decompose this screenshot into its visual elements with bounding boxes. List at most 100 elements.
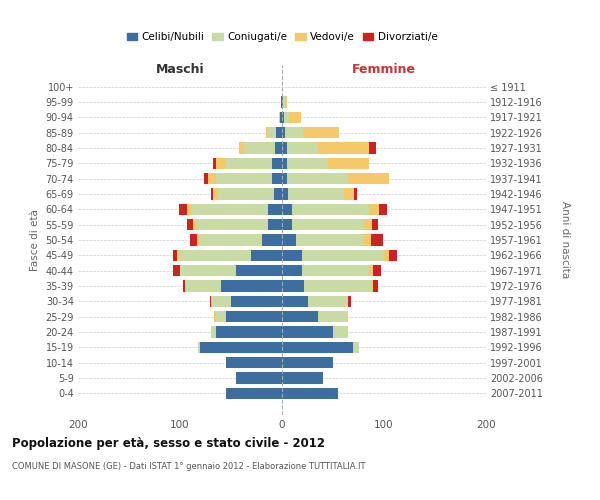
- Bar: [212, 158, 282, 169]
- Bar: [282, 296, 349, 307]
- Bar: [282, 219, 292, 230]
- Bar: [226, 357, 282, 368]
- Bar: [226, 158, 282, 169]
- Bar: [282, 204, 379, 215]
- Bar: [226, 388, 282, 399]
- Bar: [266, 127, 282, 138]
- Bar: [193, 219, 282, 230]
- Bar: [239, 142, 282, 154]
- Bar: [262, 234, 282, 246]
- Bar: [211, 326, 282, 338]
- Bar: [282, 234, 383, 246]
- Bar: [266, 127, 282, 138]
- Bar: [226, 311, 282, 322]
- Bar: [236, 372, 282, 384]
- Bar: [268, 127, 282, 138]
- Bar: [282, 372, 323, 384]
- Bar: [187, 204, 282, 215]
- Bar: [282, 234, 296, 246]
- Bar: [282, 342, 359, 353]
- Bar: [282, 96, 287, 108]
- Bar: [282, 127, 285, 138]
- Bar: [282, 188, 288, 200]
- Bar: [282, 342, 359, 353]
- Bar: [282, 326, 349, 338]
- Bar: [282, 296, 352, 307]
- Bar: [236, 372, 282, 384]
- Bar: [236, 372, 282, 384]
- Bar: [282, 311, 349, 322]
- Bar: [226, 388, 282, 399]
- Bar: [208, 173, 282, 184]
- Bar: [282, 296, 308, 307]
- Bar: [276, 127, 282, 138]
- Bar: [282, 265, 302, 276]
- Text: Femmine: Femmine: [352, 63, 416, 76]
- Bar: [211, 296, 282, 307]
- Bar: [226, 357, 282, 368]
- Bar: [282, 372, 323, 384]
- Bar: [281, 96, 282, 108]
- Bar: [179, 204, 282, 215]
- Bar: [281, 96, 282, 108]
- Y-axis label: Anni di nascita: Anni di nascita: [560, 202, 570, 278]
- Bar: [282, 204, 387, 215]
- Bar: [282, 127, 339, 138]
- Bar: [282, 188, 355, 200]
- Bar: [214, 311, 282, 322]
- Bar: [282, 96, 285, 108]
- Bar: [272, 158, 282, 169]
- Bar: [281, 96, 282, 108]
- Bar: [221, 280, 282, 292]
- Bar: [205, 173, 282, 184]
- Bar: [279, 112, 282, 123]
- Bar: [180, 265, 282, 276]
- Bar: [282, 250, 397, 261]
- Bar: [177, 250, 282, 261]
- Bar: [282, 158, 369, 169]
- Bar: [282, 96, 283, 108]
- Y-axis label: Fasce di età: Fasce di età: [30, 209, 40, 271]
- Bar: [216, 158, 282, 169]
- Bar: [282, 173, 389, 184]
- Bar: [226, 388, 282, 399]
- Bar: [282, 280, 371, 292]
- Bar: [282, 280, 378, 292]
- Bar: [282, 219, 378, 230]
- Bar: [282, 158, 287, 169]
- Text: Popolazione per età, sesso e stato civile - 2012: Popolazione per età, sesso e stato civil…: [12, 438, 325, 450]
- Bar: [196, 219, 282, 230]
- Bar: [173, 265, 282, 276]
- Bar: [187, 219, 282, 230]
- Bar: [226, 357, 282, 368]
- Bar: [282, 142, 376, 154]
- Bar: [282, 326, 349, 338]
- Bar: [282, 142, 318, 154]
- Legend: Celibi/Nubili, Coniugati/e, Vedovi/e, Divorziati/e: Celibi/Nubili, Coniugati/e, Vedovi/e, Di…: [122, 28, 442, 46]
- Bar: [282, 127, 304, 138]
- Bar: [199, 342, 282, 353]
- Bar: [211, 326, 282, 338]
- Bar: [197, 234, 282, 246]
- Bar: [211, 188, 282, 200]
- Bar: [282, 388, 338, 399]
- Bar: [282, 342, 353, 353]
- Bar: [282, 357, 333, 368]
- Bar: [282, 112, 301, 123]
- Bar: [216, 326, 282, 338]
- Bar: [282, 311, 318, 322]
- Bar: [268, 204, 282, 215]
- Bar: [191, 204, 282, 215]
- Bar: [282, 311, 349, 322]
- Bar: [282, 219, 372, 230]
- Bar: [183, 280, 282, 292]
- Bar: [282, 265, 369, 276]
- Bar: [282, 204, 369, 215]
- Bar: [279, 112, 282, 123]
- Bar: [282, 250, 302, 261]
- Bar: [281, 96, 282, 108]
- Bar: [209, 296, 282, 307]
- Bar: [282, 372, 323, 384]
- Bar: [226, 388, 282, 399]
- Bar: [282, 173, 389, 184]
